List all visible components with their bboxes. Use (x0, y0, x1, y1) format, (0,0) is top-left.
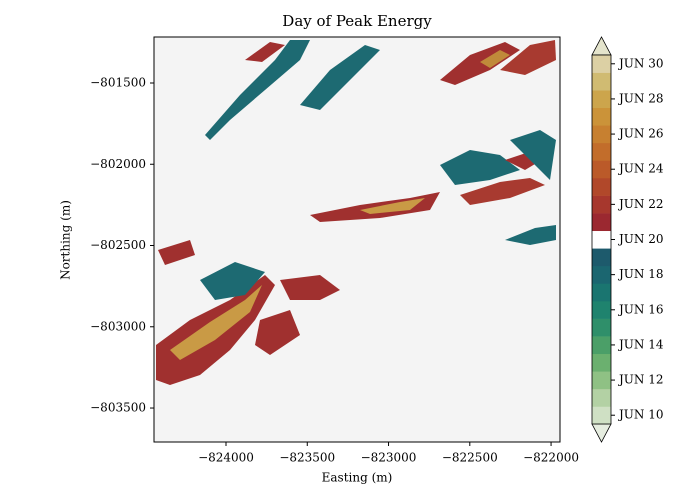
raster-patch (460, 178, 545, 205)
colorbar-segment (592, 406, 611, 425)
colorbar-segment (592, 388, 611, 407)
raster-patch (440, 150, 520, 185)
x-tick-label: −824000 (198, 451, 254, 465)
raster-patch (360, 198, 425, 214)
colorbar-tick-label: JUN 18 (617, 267, 664, 281)
y-tick-label: −803500 (90, 401, 146, 415)
raster-patch (480, 50, 510, 68)
colorbar-tick-label: JUN 24 (617, 162, 664, 176)
colorbar-segment (592, 265, 611, 284)
y-tick-label: −802500 (90, 238, 146, 252)
x-tick-label: −823000 (361, 451, 417, 465)
colorbar-segment (592, 318, 611, 337)
colorbar-segment (592, 160, 611, 179)
raster-patch (300, 45, 380, 110)
colorbar-tick-label: JUN 26 (617, 127, 664, 141)
colorbar-segment (592, 125, 611, 144)
colorbar-tick-label: JUN 28 (617, 91, 664, 105)
raster-patch (200, 262, 265, 300)
colorbar-extend-low (591, 423, 612, 443)
x-tick-label: −822000 (523, 451, 579, 465)
colorbar-tick-label: JUN 30 (617, 56, 664, 70)
colorbar-segment (592, 353, 611, 372)
colorbar-segment (592, 55, 611, 73)
raster-patch (505, 225, 556, 245)
colorbar-segment (592, 336, 611, 355)
colorbar-segment (592, 371, 611, 390)
x-axis-label: Easting (m) (322, 471, 393, 485)
colorbar-tick-label: JUN 12 (617, 373, 664, 387)
colorbar-segment (592, 72, 611, 91)
colorbar-segment (592, 107, 611, 126)
colorbar-segment (592, 213, 611, 232)
raster-patch (158, 240, 195, 265)
y-tick-label: −803000 (90, 319, 146, 333)
raster-patch (170, 285, 262, 360)
x-tick-label: −823500 (279, 451, 335, 465)
raster-patch (280, 275, 340, 300)
colorbar-segment (592, 195, 611, 214)
colorbar-extend-high (591, 36, 612, 56)
colorbar-tick-label: JUN 14 (617, 337, 664, 351)
y-axis-label: Northing (m) (59, 200, 73, 280)
colorbar-segment (592, 142, 611, 161)
colorbar-segment (592, 178, 611, 196)
colorbar-segment (592, 301, 611, 319)
raster (156, 40, 556, 385)
raster-patch (510, 130, 556, 180)
y-tick-label: −801500 (90, 75, 146, 89)
colorbar-tick-label: JUN 16 (617, 302, 664, 316)
axes-frame (153, 36, 561, 443)
raster-patch (245, 42, 285, 62)
colorbar-segment (592, 283, 611, 302)
x-tick-label: −822500 (442, 451, 498, 465)
y-tick-label: −802000 (90, 157, 146, 171)
plot-background (154, 37, 560, 442)
colorbar-tick-label: JUN 22 (617, 197, 664, 211)
colorbar-tick-label: JUN 20 (617, 232, 664, 246)
colorbar-tick-label: JUN 10 (617, 408, 664, 422)
raster-patch (255, 310, 300, 355)
raster-patch (205, 40, 310, 140)
chart-title: Day of Peak Energy (282, 12, 432, 30)
colorbar-segment (592, 90, 611, 109)
raster-patch (500, 40, 556, 75)
colorbar-segment (592, 248, 611, 267)
colorbar-segment (592, 230, 611, 249)
